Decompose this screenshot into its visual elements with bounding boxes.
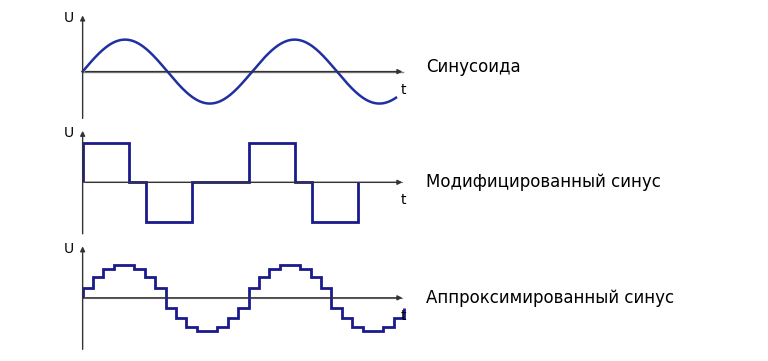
Text: U: U	[63, 242, 74, 256]
Text: U: U	[63, 11, 74, 25]
Text: t: t	[401, 193, 406, 208]
Text: t: t	[401, 83, 406, 97]
Text: Модифицированный синус: Модифицированный синус	[426, 173, 661, 191]
Text: Синусоида: Синусоида	[426, 58, 521, 76]
Text: Аппроксимированный синус: Аппроксимированный синус	[426, 289, 674, 307]
Text: t: t	[401, 309, 406, 323]
Text: U: U	[63, 126, 74, 140]
